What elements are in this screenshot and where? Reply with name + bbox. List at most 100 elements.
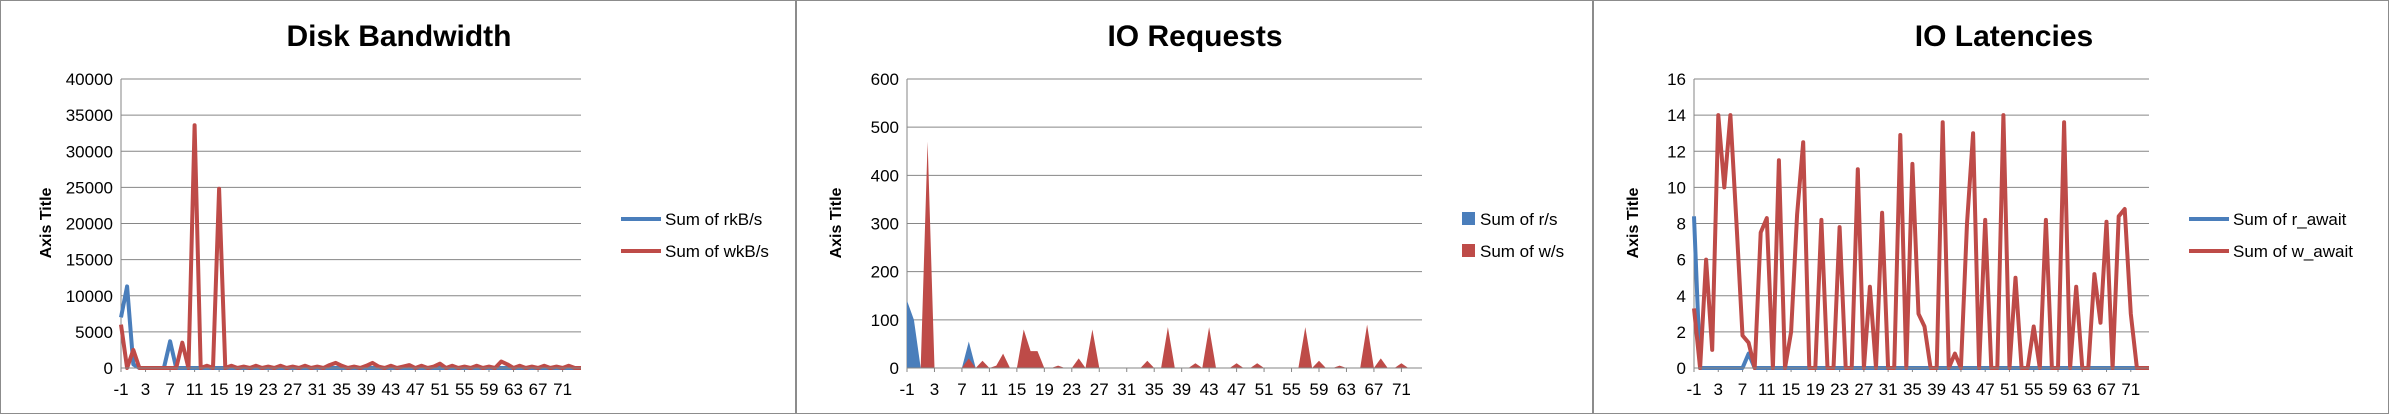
chart-title: Disk Bandwidth (286, 20, 511, 53)
x-tick-label: 71 (1392, 380, 1411, 399)
x-tick-label: 55 (2024, 380, 2043, 399)
y-tick-label: 25000 (66, 178, 113, 197)
legend-label: Sum of w/s (1480, 242, 1564, 261)
y-tick-label: 12 (1667, 142, 1686, 161)
legend: Sum of rkB/s Sum of wkB/s (621, 210, 769, 261)
y-tick-label: 35000 (66, 106, 113, 125)
y-tick-label: 20000 (66, 215, 113, 234)
x-tick-label: 43 (1200, 380, 1219, 399)
x-tick-label: 67 (2097, 380, 2116, 399)
y-tick-label: 500 (871, 118, 899, 137)
tick-layer: 0 5000 10000 15000 20000 25000 30000 35000 40000… (66, 70, 581, 399)
x-tick-label: 63 (1337, 380, 1356, 399)
x-tick-label: -1 (113, 380, 128, 399)
x-tick-label: 7 (1738, 380, 1747, 399)
chart-title: IO Latencies (1915, 20, 2093, 53)
y-tick-label: 5000 (75, 323, 113, 342)
x-tick-label: 43 (381, 380, 400, 399)
x-tick-label: 3 (1714, 380, 1723, 399)
grid-layer (906, 78, 1422, 372)
x-tick-label: 19 (1035, 380, 1054, 399)
chart-svg-io-latencies: IO Latencies Axis Title 0 2 4 6 8 10 12 14 16 -1 3… (1625, 20, 2353, 399)
series-line (119, 123, 581, 370)
legend-label: Sum of r/s (1480, 210, 1557, 229)
x-tick-label: 59 (2049, 380, 2068, 399)
x-tick-label: 23 (259, 380, 278, 399)
x-tick-label: 27 (1854, 380, 1873, 399)
x-tick-label: -1 (1686, 380, 1701, 399)
x-tick-label: 67 (1364, 380, 1383, 399)
legend-swatch (1462, 212, 1475, 225)
chart-svg-disk-bandwidth: Disk Bandwidth Axis Title 0 5000 10000 1500… (38, 20, 769, 399)
x-tick-label: 47 (1976, 380, 1995, 399)
y-tick-label: 100 (871, 311, 899, 330)
x-tick-label: 47 (406, 380, 425, 399)
x-tick-label: 55 (455, 380, 474, 399)
x-tick-label: 11 (981, 380, 999, 399)
x-tick-label: 31 (308, 380, 327, 399)
x-tick-label: 39 (357, 380, 376, 399)
legend-swatch (1462, 244, 1475, 257)
y-tick-label: 30000 (66, 142, 113, 161)
x-tick-label: 27 (283, 380, 302, 399)
legend-label: Sum of r_await (2233, 210, 2347, 229)
x-tick-label: 23 (1830, 380, 1849, 399)
y-tick-label: 0 (1677, 359, 1686, 378)
chart-title: IO Requests (1107, 20, 1282, 53)
x-tick-label: 15 (1782, 380, 1801, 399)
series-line (1692, 113, 2149, 370)
y-tick-label: 15000 (66, 251, 113, 270)
x-tick-label: 51 (2000, 380, 2019, 399)
y-tick-label: 300 (871, 215, 899, 234)
x-tick-label: 35 (332, 380, 351, 399)
x-tick-label: 31 (1879, 380, 1898, 399)
legend-label: Sum of wkB/s (665, 242, 769, 261)
x-tick-label: 63 (504, 380, 523, 399)
x-tick-label: 67 (529, 380, 548, 399)
y-tick-label: 0 (890, 359, 899, 378)
x-tick-label: 7 (957, 380, 966, 399)
y-axis-title: Axis Title (38, 187, 55, 258)
x-tick-label: 3 (930, 380, 939, 399)
x-tick-label: 59 (480, 380, 499, 399)
x-tick-label: 19 (1806, 380, 1825, 399)
legend: Sum of r_await Sum of w_await (2189, 210, 2353, 261)
y-tick-label: 16 (1667, 70, 1686, 89)
y-tick-label: 4 (1677, 287, 1686, 306)
x-tick-label: 47 (1227, 380, 1246, 399)
tick-layer: 0 100 200 300 400 500 600 -1 3 7 11 15 19 23 27 31 35 39 4… (871, 70, 1422, 399)
y-tick-label: 600 (871, 70, 899, 89)
x-tick-label: 63 (2073, 380, 2092, 399)
x-tick-label: 39 (1927, 380, 1946, 399)
x-tick-label: 7 (165, 380, 174, 399)
x-tick-label: 27 (1090, 380, 1109, 399)
x-tick-label: 35 (1145, 380, 1164, 399)
x-tick-label: 31 (1117, 380, 1136, 399)
chart-panel-io-latencies: IO Latencies Axis Title 0 2 4 6 8 10 12 14 16 -1 3… (1593, 0, 2389, 414)
x-tick-label: 51 (430, 380, 449, 399)
y-tick-label: 6 (1677, 251, 1686, 270)
tick-layer: 0 2 4 6 8 10 12 14 16 -1 3 7 11 15 19 23 27 31 35 39 43 47 51 5… (1667, 70, 2149, 399)
chart-panel-disk-bandwidth: Disk Bandwidth Axis Title 0 5000 10000 1500… (0, 0, 796, 414)
x-tick-label: 15 (1007, 380, 1026, 399)
x-tick-label: 3 (141, 380, 150, 399)
y-tick-label: 40000 (66, 70, 113, 89)
y-axis-title: Axis Title (1625, 187, 1642, 258)
legend-label: Sum of rkB/s (665, 210, 762, 229)
y-tick-label: 0 (104, 359, 113, 378)
chart-panel-io-requests: IO Requests Axis Title 0 100 200 300 400 500 6… (796, 0, 1593, 414)
chart-svg-io-requests: IO Requests Axis Title 0 100 200 300 400 500 6… (828, 20, 1564, 399)
x-tick-label: 23 (1062, 380, 1081, 399)
y-tick-label: 200 (871, 263, 899, 282)
y-tick-label: 10 (1667, 178, 1686, 197)
x-tick-label: 19 (234, 380, 253, 399)
y-tick-label: 8 (1677, 215, 1686, 234)
x-tick-label: 71 (2121, 380, 2140, 399)
x-tick-label: 11 (1758, 380, 1776, 399)
x-tick-label: 35 (1903, 380, 1922, 399)
x-tick-label: 15 (210, 380, 229, 399)
legend: Sum of r/s Sum of w/s (1462, 210, 1564, 261)
series-layer (1692, 113, 2149, 370)
x-tick-label: 39 (1172, 380, 1191, 399)
y-tick-label: 2 (1677, 323, 1686, 342)
